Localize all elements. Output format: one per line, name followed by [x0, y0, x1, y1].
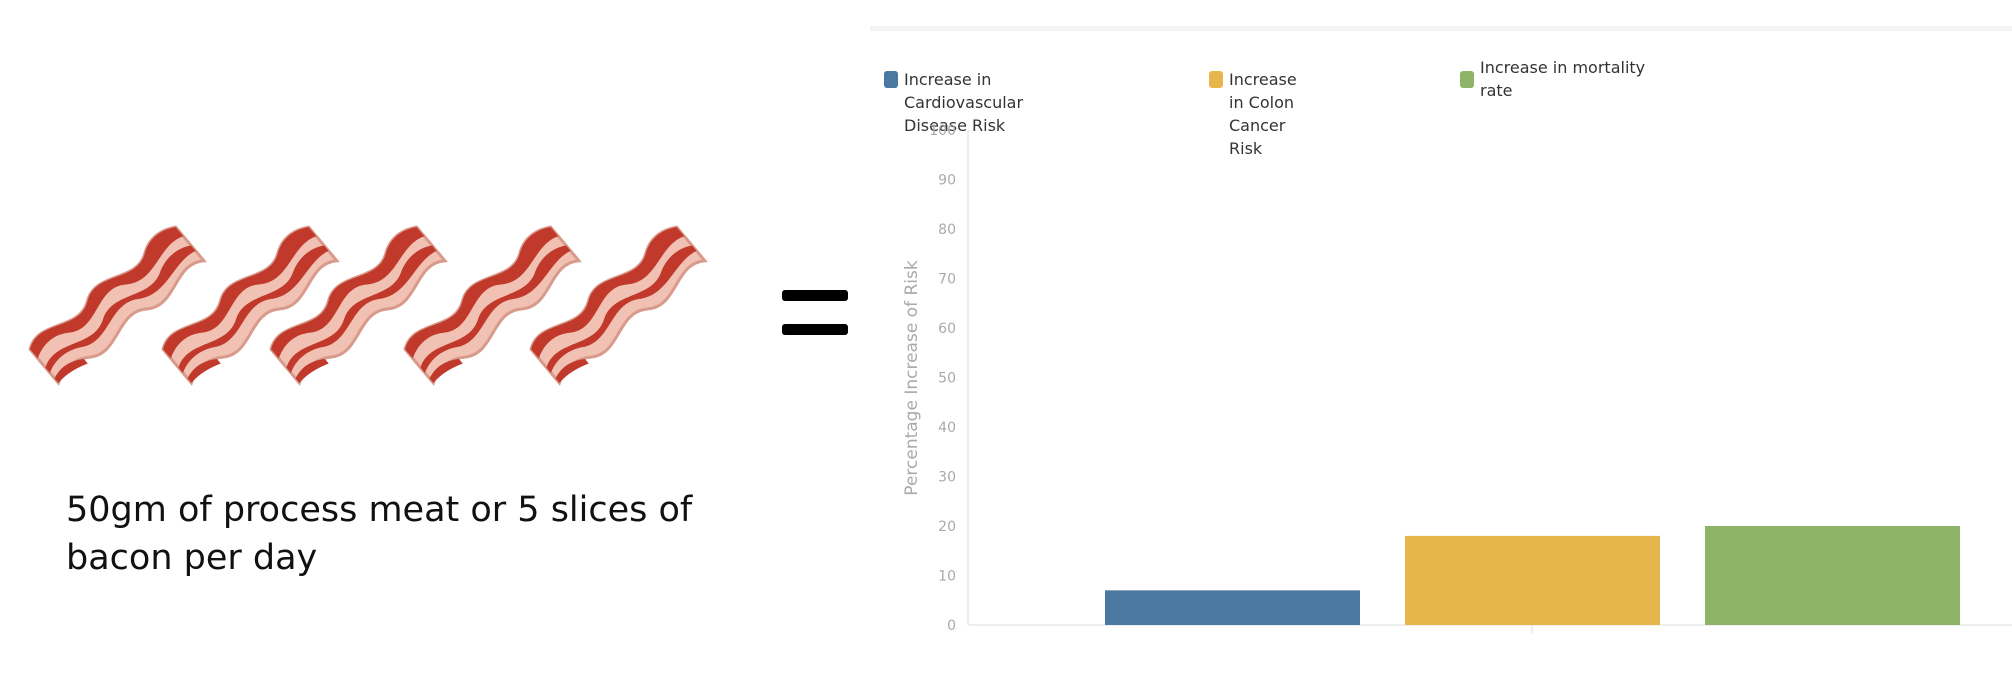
y-tick-label: 80	[938, 222, 956, 238]
legend-item-colon-cancer[interactable]: Increase in Colon Cancer Risk	[1209, 56, 1297, 160]
legend-label: Increase in mortality rate	[1480, 58, 1646, 100]
bacon-slice-icon	[395, 210, 590, 400]
y-tick-label: 20	[938, 519, 956, 535]
bacon-slice-icon	[153, 210, 348, 400]
bacon-slice-icon	[521, 210, 716, 400]
equals-sign-icon	[782, 290, 848, 336]
y-tick-label: 50	[938, 371, 956, 387]
y-tick-label: 10	[938, 569, 956, 585]
legend-swatch	[1209, 71, 1223, 88]
legend-swatch	[884, 71, 898, 88]
y-tick-label: 30	[938, 470, 956, 486]
y-axis-label: Percentage Increase of Risk	[902, 260, 922, 496]
bar-chart: 0 10 20 30 40 50 60 70 80 90 100 Percentage Increa…	[902, 123, 2012, 634]
legend-item-mortality[interactable]: Increase in mortality rate	[1460, 56, 1655, 102]
y-tick-label: 100	[929, 123, 956, 139]
bar-2[interactable]	[1705, 526, 1960, 625]
legend-item-cardiovascular[interactable]: Increase in Cardiovascular Disease Risk	[884, 56, 1023, 137]
bacon-illustration	[20, 210, 720, 410]
y-tick-label: 90	[938, 173, 956, 189]
y-tick-label: 40	[938, 420, 956, 436]
bacon-slice-icon	[261, 210, 456, 400]
bacon-slice-icon	[20, 210, 215, 400]
bar-0[interactable]	[1105, 590, 1360, 625]
bar-1[interactable]	[1405, 535, 1660, 625]
legend-label: Increase in Colon Cancer Risk	[1229, 70, 1297, 158]
y-tick-label: 60	[938, 321, 956, 337]
y-tick-label: 0	[947, 618, 956, 634]
legend-swatch	[1460, 71, 1474, 88]
caption-text: 50gm of process meat or 5 slices of baco…	[66, 490, 693, 578]
chart-panel-border	[870, 26, 2012, 31]
y-tick-label: 70	[938, 272, 956, 288]
legend-label: Increase in Cardiovascular Disease Risk	[904, 70, 1024, 135]
